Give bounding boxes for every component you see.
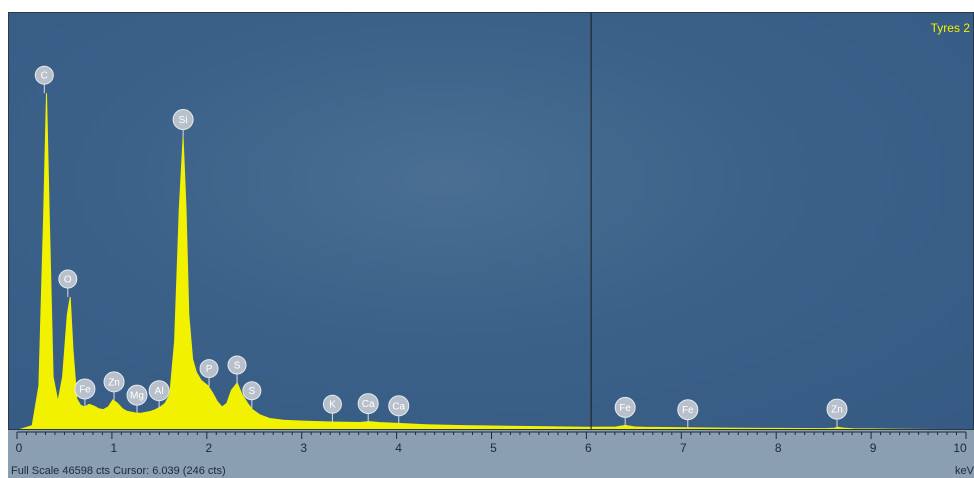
series-label: Tyres 2 (930, 21, 970, 35)
peak-element-text: Ca (362, 399, 375, 410)
peak-label-fe-13: Fe (614, 396, 636, 426)
x-tick-label-8: 8 (775, 441, 782, 455)
x-tick-label-10: 10 (953, 441, 967, 455)
peak-element-text: O (64, 275, 72, 286)
peak-label-fe-2: Fe (74, 378, 96, 407)
x-tick-label-2: 2 (205, 441, 212, 455)
peak-element-text: Zn (831, 405, 843, 416)
peak-badge (614, 396, 636, 418)
peak-label-s-8: S (227, 355, 247, 384)
peak-label-k-10: K (322, 394, 342, 423)
peak-label-ca-11: Ca (357, 393, 379, 422)
peak-badge (34, 65, 54, 85)
peak-label-s-9: S (242, 381, 262, 409)
peak-element-text: S (248, 386, 255, 397)
peak-element-text: Al (155, 386, 164, 397)
x-tick-label-4: 4 (395, 441, 402, 455)
peak-label-ca-12: Ca (388, 395, 410, 424)
peak-badge (242, 381, 262, 401)
x-axis-strip: 0 1 2 3 4 5 6 7 8 9 10 Full Scale 46598 cts Cursor… (8, 430, 974, 478)
peak-element-text: Fe (682, 405, 694, 416)
peak-badge (103, 371, 125, 393)
peak-label-fe-14: Fe (677, 399, 699, 428)
spectrum-window: C O Fe Zn Mg Al Si P S S K Ca Ca Fe Fe Zn Tyres 2 0 1 2 3 4… (8, 12, 974, 478)
peak-badge (199, 359, 219, 379)
x-tick-label-0: 0 (16, 441, 23, 455)
x-tick-label-5: 5 (490, 441, 497, 455)
peak-label-p-7: P (199, 359, 219, 387)
peak-label-zn-15: Zn (826, 398, 848, 428)
peak-element-text: C (41, 71, 48, 82)
peak-element-text: Si (179, 115, 188, 126)
peak-badge (172, 109, 194, 131)
peak-element-text: Fe (79, 384, 91, 395)
peak-label-mg-4: Mg (126, 384, 148, 414)
peak-element-text: Ca (392, 401, 405, 412)
peak-label-si-6: Si (172, 109, 194, 138)
x-axis: 0 1 2 3 4 5 6 7 8 9 10 (16, 431, 967, 455)
x-tick-label-7: 7 (680, 441, 687, 455)
peak-badge (677, 399, 699, 421)
peak-badge (322, 394, 342, 414)
x-tick-label-9: 9 (870, 441, 877, 455)
peak-element-text: Mg (130, 391, 144, 402)
peak-badge (826, 398, 848, 420)
peak-element-text: Zn (108, 377, 120, 388)
peak-label-zn-3: Zn (103, 371, 125, 400)
peak-badge (74, 378, 96, 400)
peak-badge (58, 269, 78, 289)
peak-label-c-0: C (34, 65, 54, 94)
peak-element-text: P (206, 364, 213, 375)
peak-element-text: S (234, 361, 241, 372)
peak-badge (227, 355, 247, 375)
full-scale-status: Full Scale 46598 cts Cursor: 6.039 (246 … (11, 465, 226, 477)
spectrum-plot-area[interactable]: C O Fe Zn Mg Al Si P S S K Ca Ca Fe Fe Zn Tyres 2 (8, 12, 974, 430)
x-axis-unit-label: keV (955, 465, 974, 477)
peak-element-text: K (329, 400, 336, 411)
peak-element-text: Fe (619, 403, 631, 414)
x-tick-label-3: 3 (300, 441, 307, 455)
peak-badge (388, 395, 410, 417)
spectrum-chart: C O Fe Zn Mg Al Si P S S K Ca Ca Fe Fe Zn (19, 13, 944, 429)
x-tick-label-1: 1 (111, 441, 118, 455)
peak-badge (148, 380, 170, 402)
spectrum-series (19, 93, 944, 429)
x-tick-label-6: 6 (585, 441, 592, 455)
peak-label-al-5: Al (148, 380, 170, 409)
peak-badge (126, 384, 148, 406)
peak-label-o-1: O (58, 269, 78, 298)
peak-badge (357, 393, 379, 415)
